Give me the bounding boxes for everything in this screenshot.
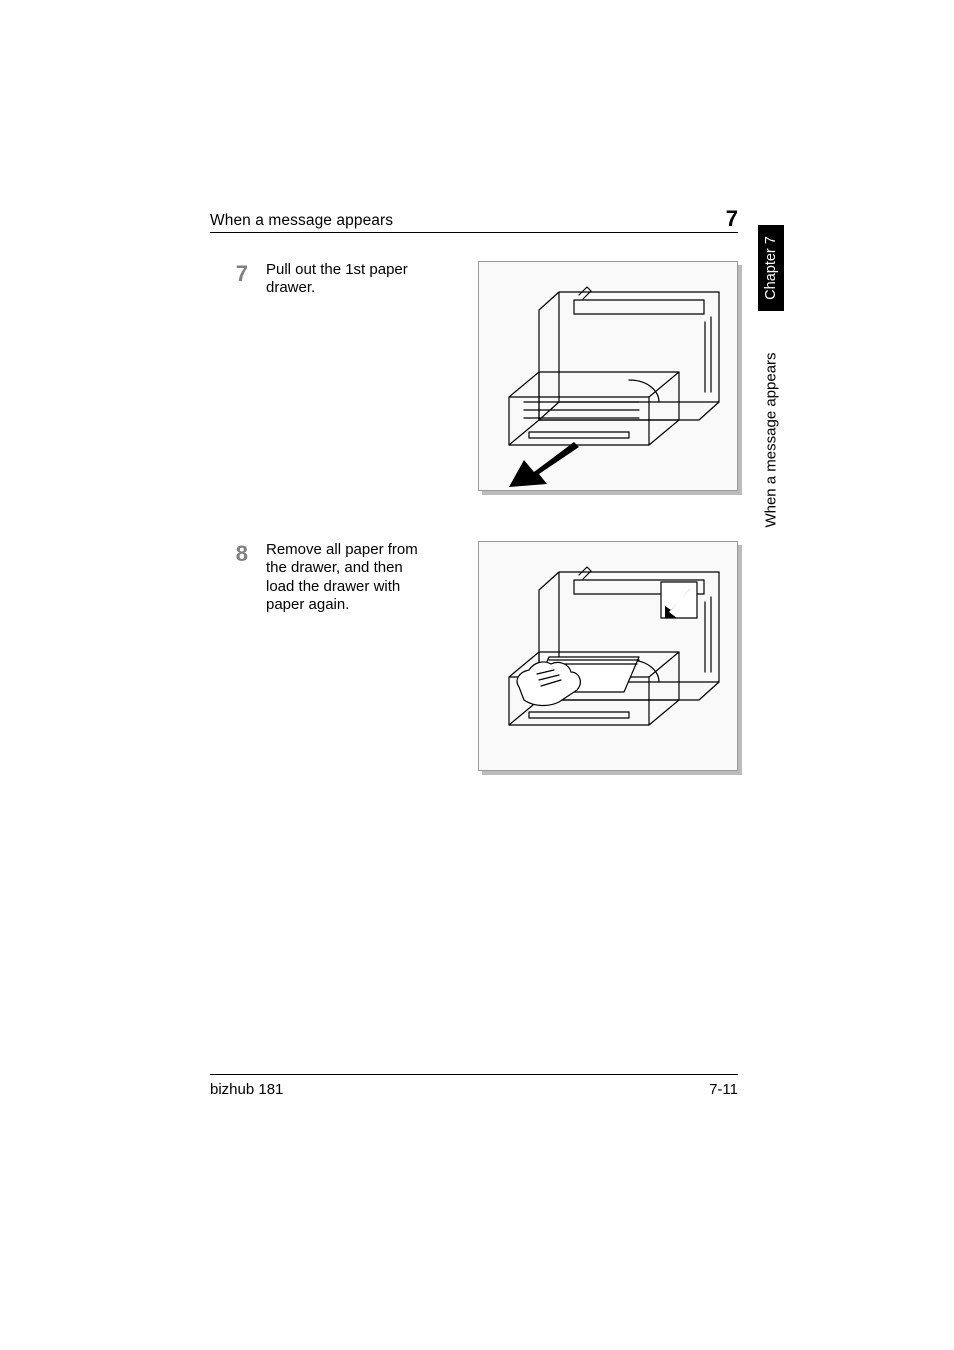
step-figure-wrap xyxy=(444,261,738,491)
step-figure-wrap xyxy=(444,541,738,771)
step-8: 8 Remove all paper from the drawer, and … xyxy=(210,541,738,771)
step-number: 7 xyxy=(210,261,266,285)
figure-paper-reload xyxy=(478,541,738,771)
content-area: When a message appears 7 7 Pull out the … xyxy=(210,208,738,821)
step-7: 7 Pull out the 1st paper drawer. xyxy=(210,261,738,491)
side-section-label: When a message appears xyxy=(758,340,784,540)
footer-model: bizhub 181 xyxy=(210,1081,283,1098)
chapter-tab: Chapter 7 xyxy=(758,225,784,311)
step-number: 8 xyxy=(210,541,266,565)
side-section-text: When a message appears xyxy=(763,352,780,527)
figure-drawer-pull xyxy=(478,261,738,491)
header-title: When a message appears xyxy=(210,212,393,230)
chapter-tab-label: Chapter 7 xyxy=(763,236,779,300)
printer-drawer-illustration xyxy=(479,262,739,492)
step-text: Pull out the 1st paper drawer. xyxy=(266,261,444,298)
header-chapter-number: 7 xyxy=(726,208,738,230)
page-footer: bizhub 181 7-11 xyxy=(210,1074,738,1098)
printer-reload-illustration xyxy=(479,542,739,772)
footer-page-number: 7-11 xyxy=(709,1081,738,1098)
page-header: When a message appears 7 xyxy=(210,208,738,233)
step-text: Remove all paper from the drawer, and th… xyxy=(266,541,444,614)
pull-arrow-icon xyxy=(509,442,579,487)
